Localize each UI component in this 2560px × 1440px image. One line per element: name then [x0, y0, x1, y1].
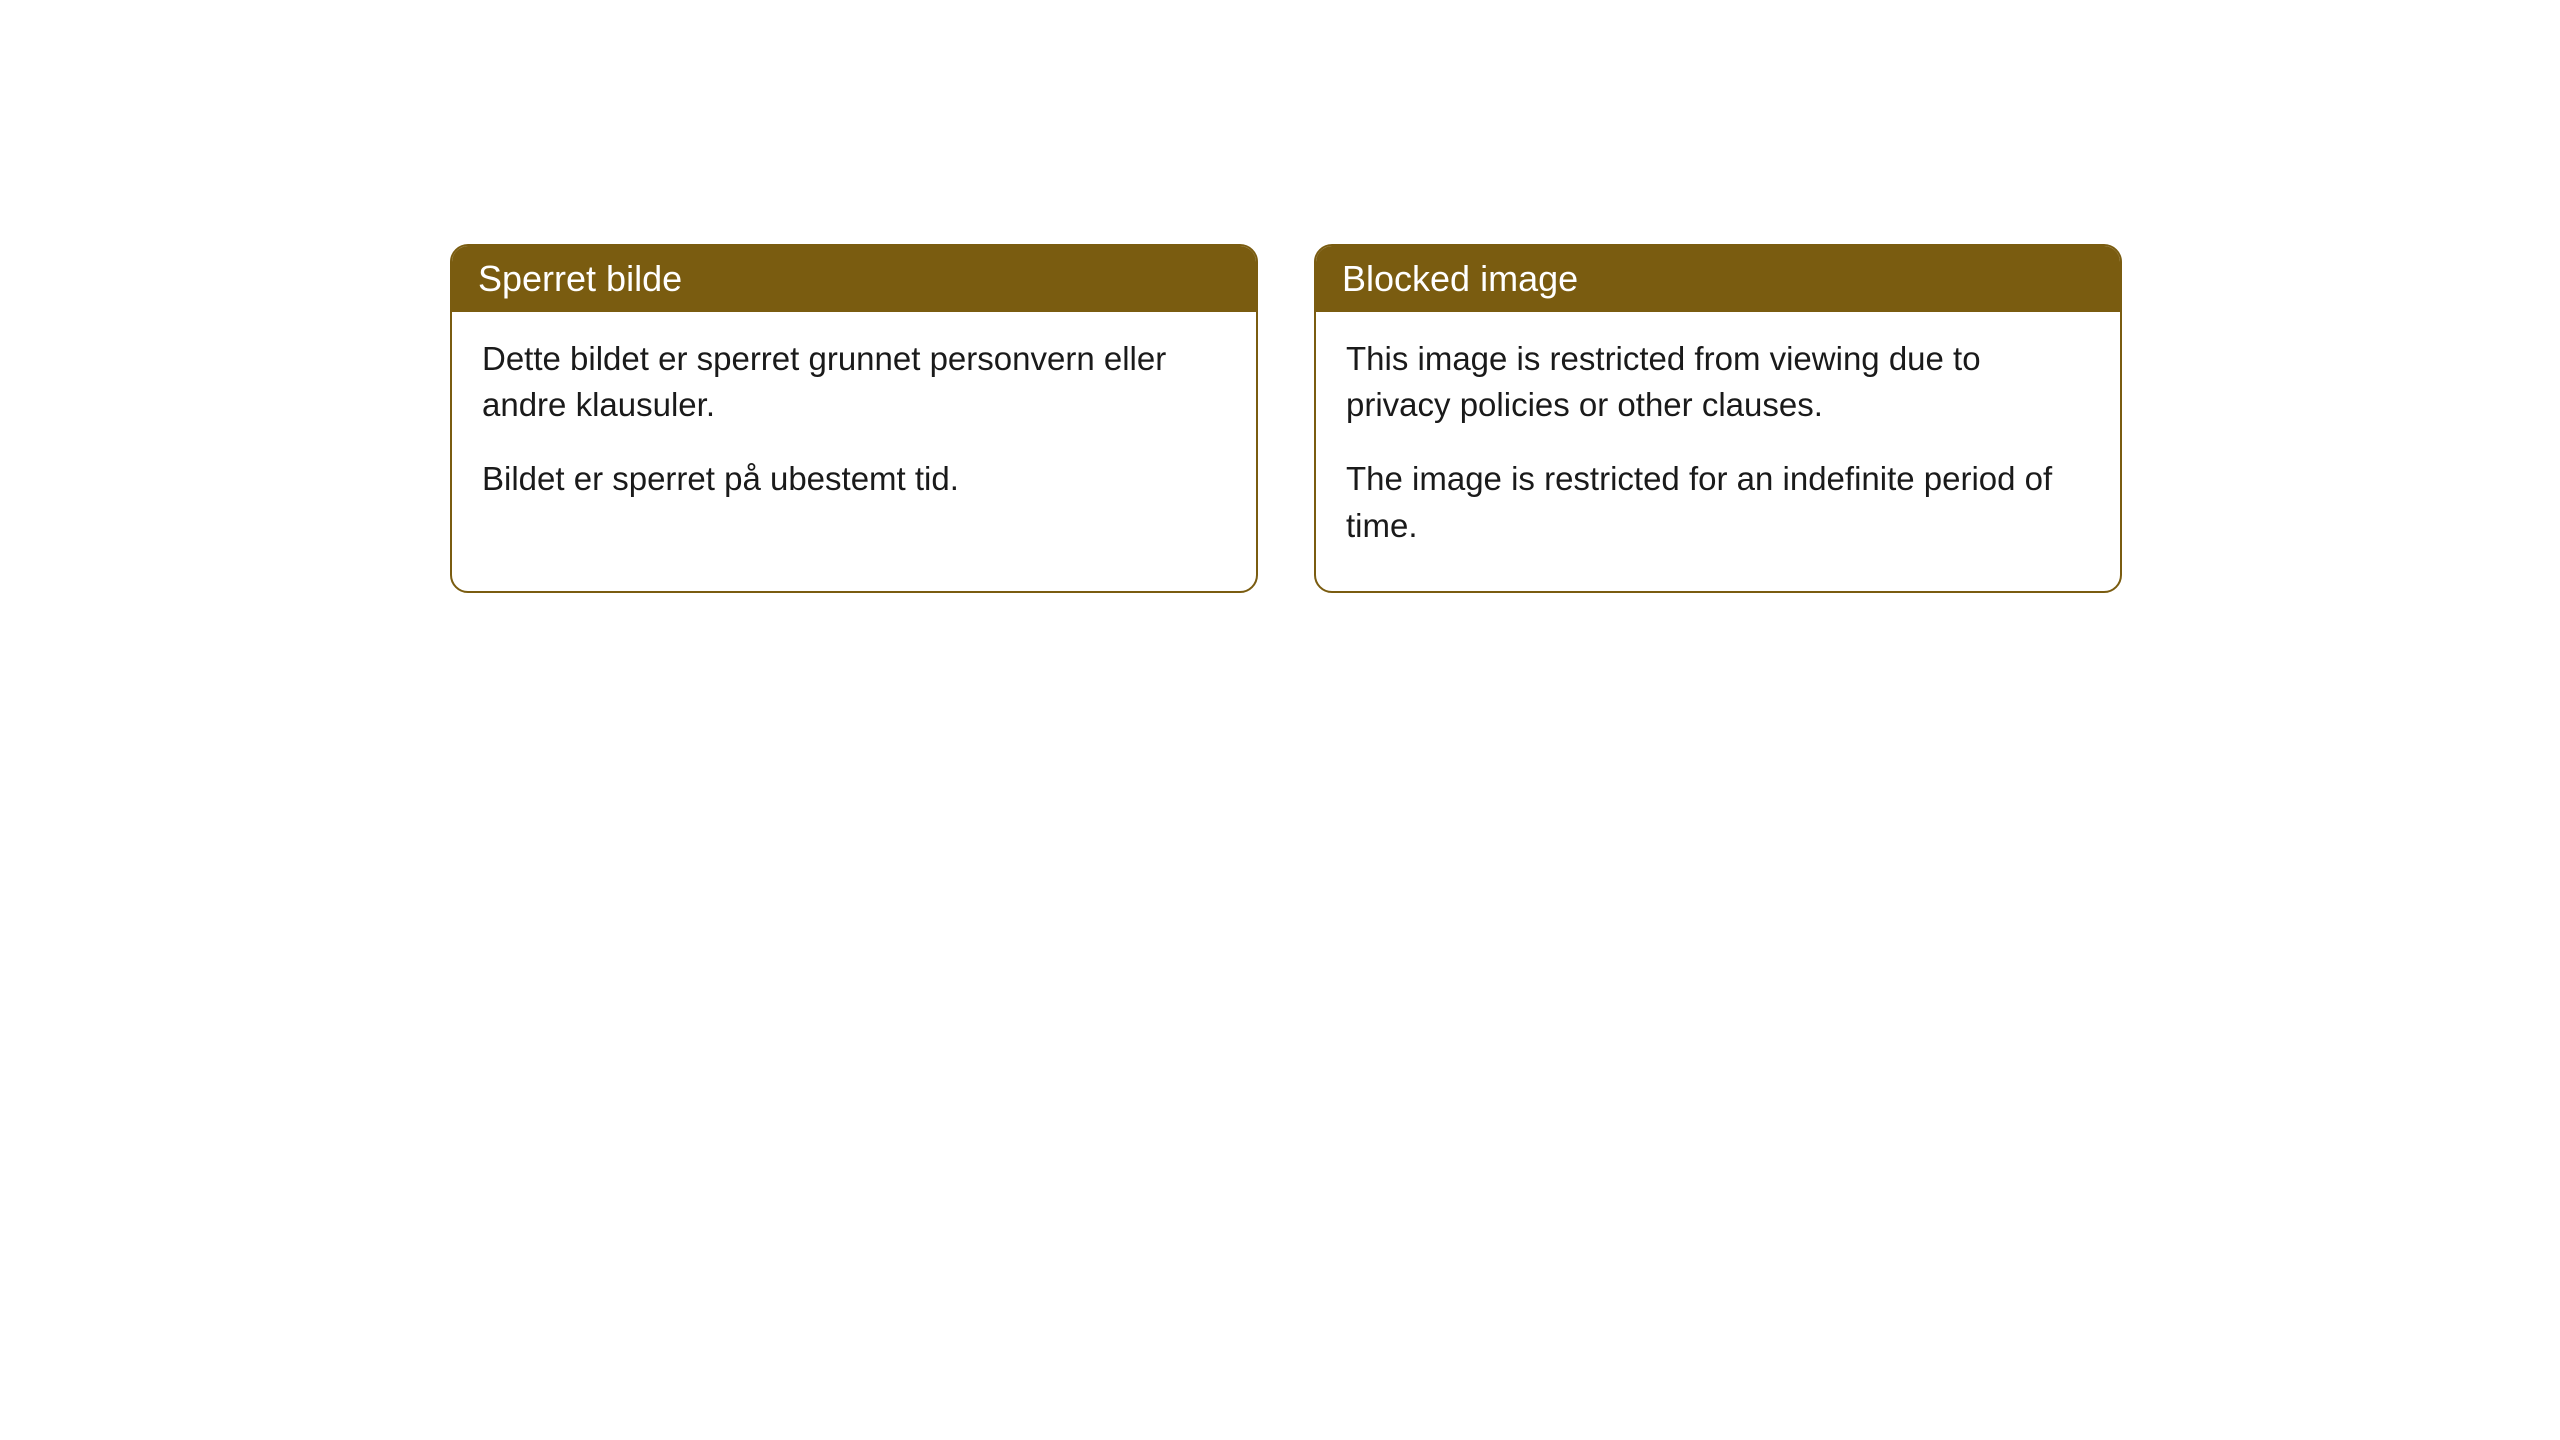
notice-body-english: This image is restricted from viewing du… [1316, 312, 2120, 591]
notice-header-english: Blocked image [1316, 246, 2120, 312]
notice-paragraph: The image is restricted for an indefinit… [1346, 456, 2090, 548]
notice-body-norwegian: Dette bildet er sperret grunnet personve… [452, 312, 1256, 545]
notice-paragraph: This image is restricted from viewing du… [1346, 336, 2090, 428]
notice-card-english: Blocked image This image is restricted f… [1314, 244, 2122, 593]
notice-header-norwegian: Sperret bilde [452, 246, 1256, 312]
notice-container: Sperret bilde Dette bildet er sperret gr… [0, 0, 2560, 593]
notice-paragraph: Dette bildet er sperret grunnet personve… [482, 336, 1226, 428]
notice-paragraph: Bildet er sperret på ubestemt tid. [482, 456, 1226, 502]
notice-card-norwegian: Sperret bilde Dette bildet er sperret gr… [450, 244, 1258, 593]
